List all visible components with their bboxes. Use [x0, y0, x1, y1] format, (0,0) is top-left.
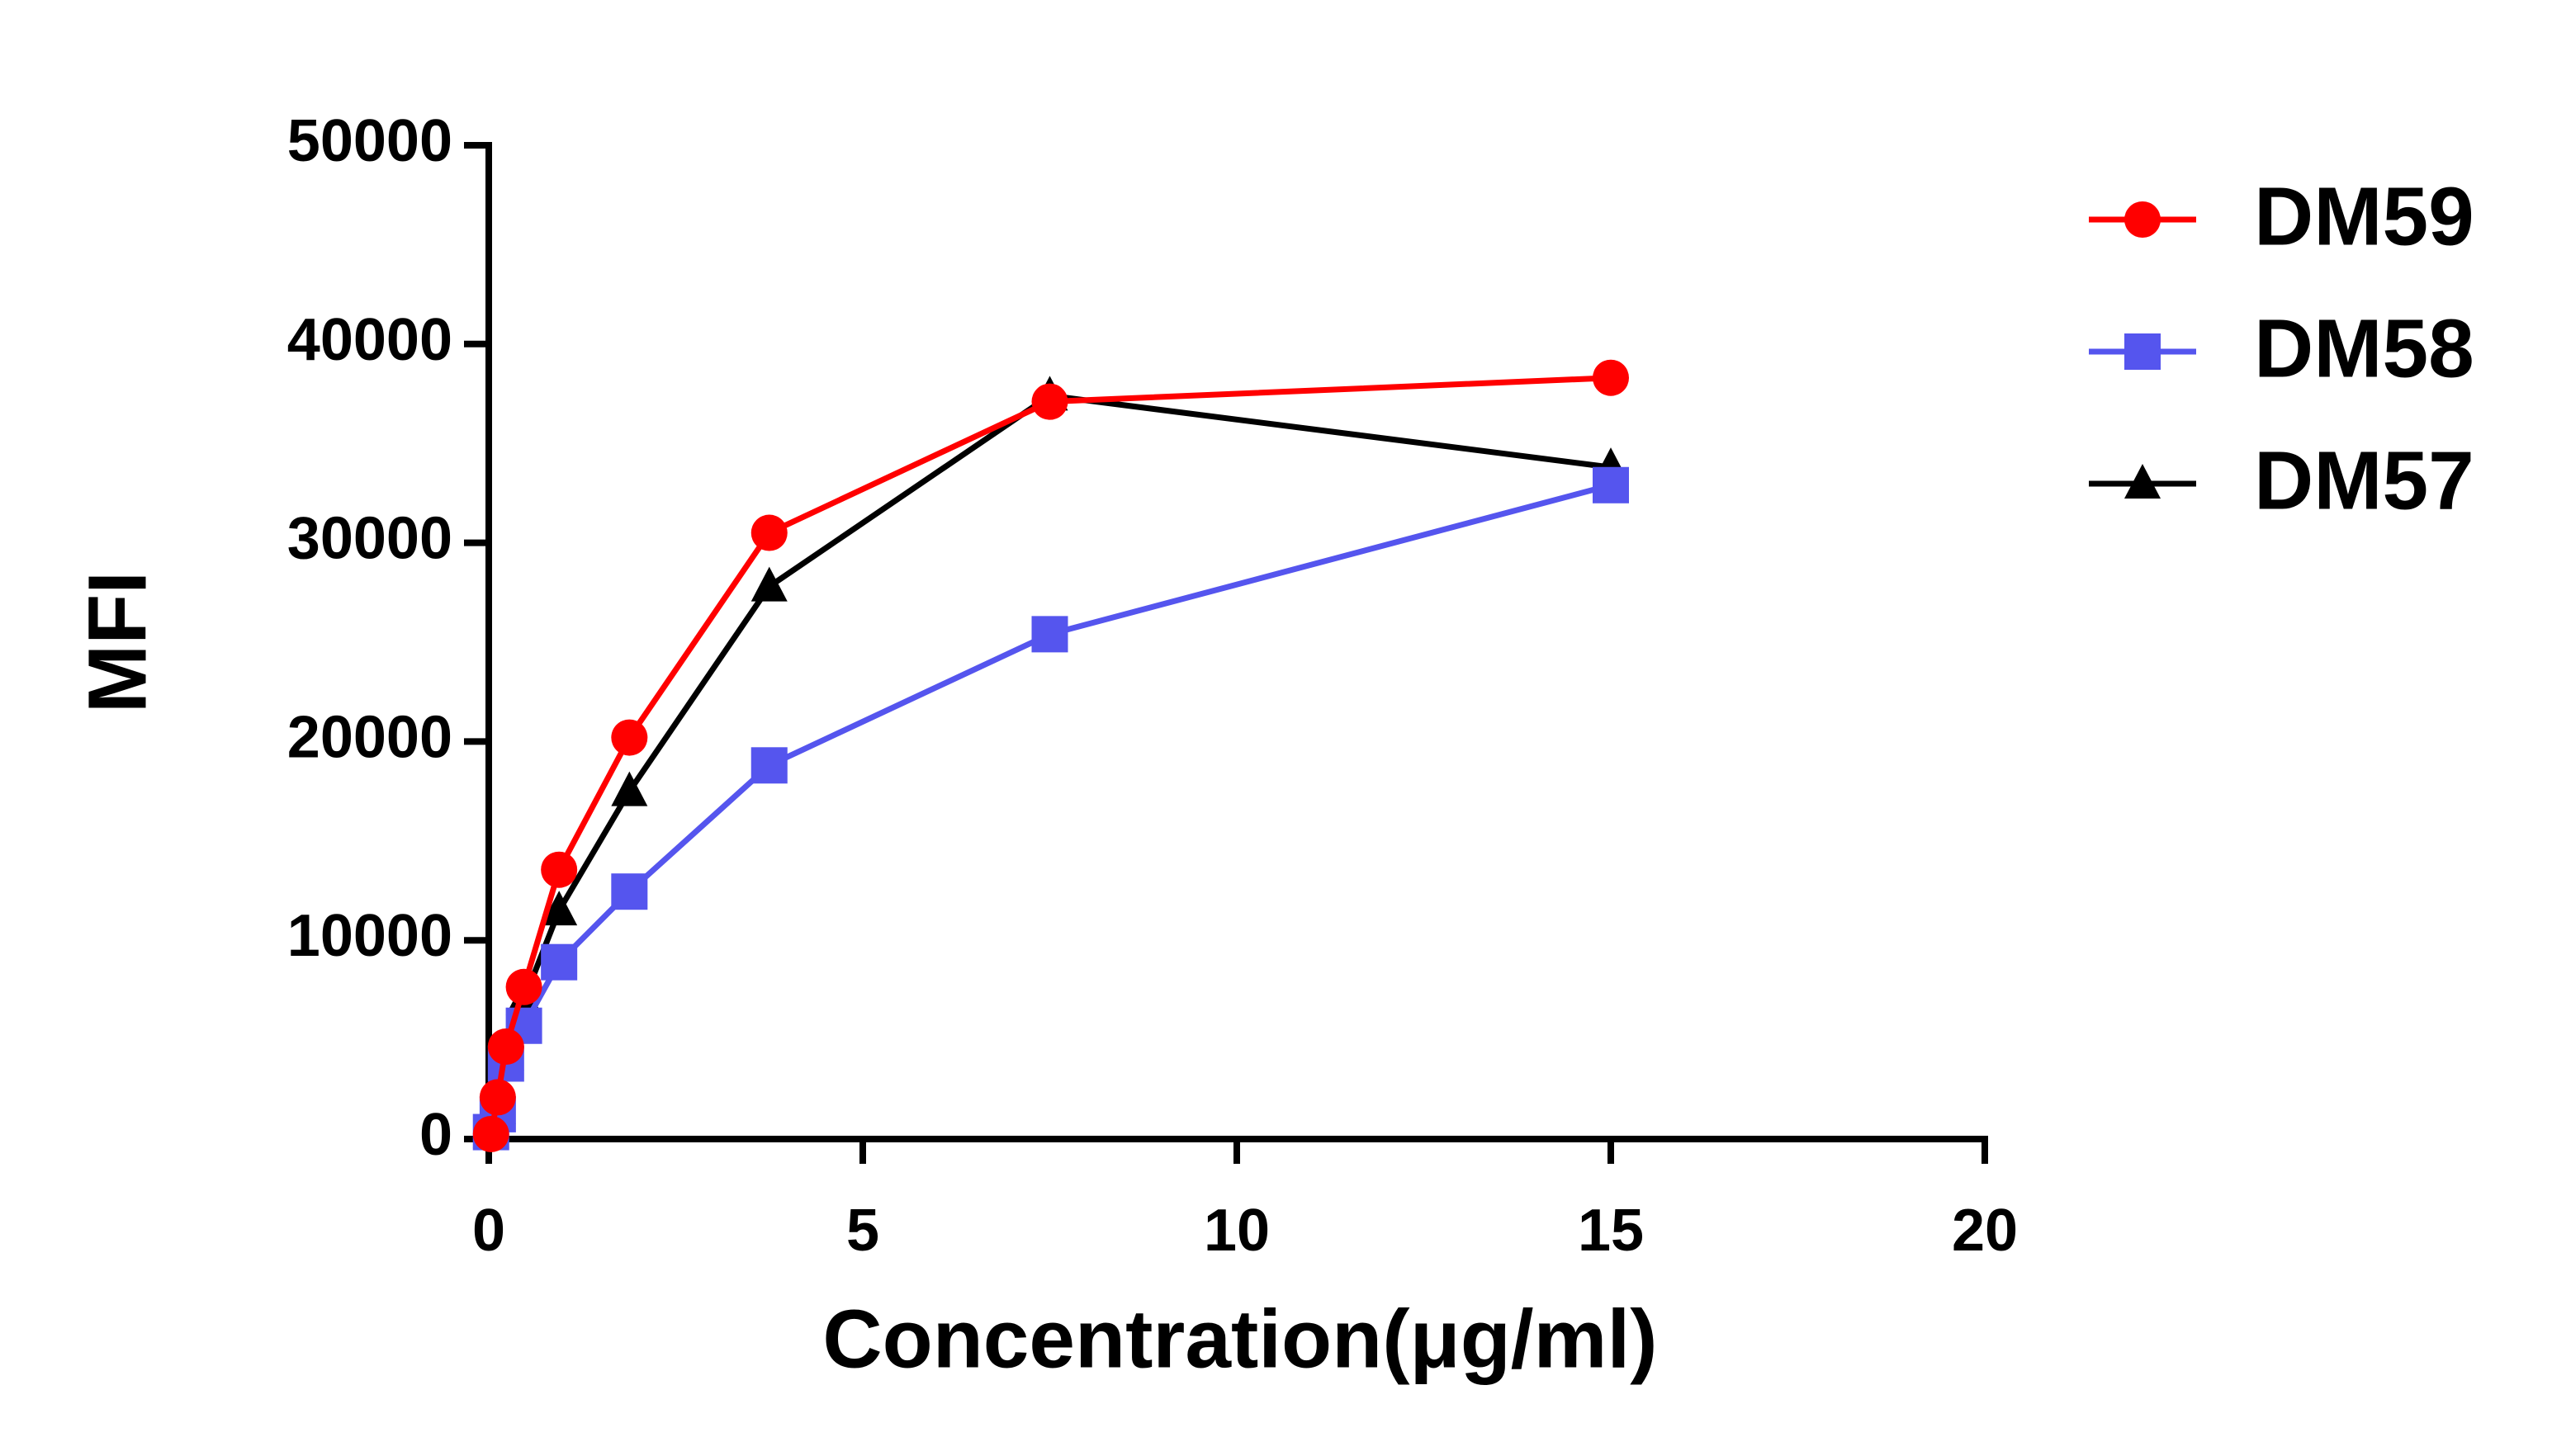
y-axis-label: MFI — [71, 571, 163, 713]
legend-label: DM57 — [2254, 434, 2474, 527]
x-tick-label: 5 — [846, 1198, 879, 1264]
point — [1593, 359, 1629, 396]
point — [487, 1028, 524, 1066]
point — [2124, 333, 2161, 370]
y-tick-label: 50000 — [287, 108, 452, 174]
series-line — [488, 392, 1612, 1134]
point — [541, 943, 578, 981]
x-tick-label: 20 — [1952, 1198, 2018, 1264]
y-tick-label: 20000 — [287, 704, 452, 770]
point — [1031, 616, 1068, 653]
x-axis-label: Concentration(μg/ml) — [822, 1293, 1657, 1385]
legend-label: DM58 — [2254, 302, 2474, 395]
point — [611, 719, 648, 756]
point — [541, 851, 578, 888]
point — [750, 747, 788, 784]
point — [1593, 466, 1629, 503]
point — [750, 514, 788, 551]
x-tick-label: 15 — [1578, 1198, 1644, 1264]
point — [2124, 201, 2161, 238]
point — [541, 891, 578, 926]
series-line — [488, 375, 1612, 1135]
point — [1031, 383, 1068, 420]
series-line — [488, 482, 1612, 1133]
point — [750, 566, 788, 602]
x-tick-label: 0 — [472, 1198, 505, 1264]
x-tick-label: 10 — [1204, 1198, 1270, 1264]
legend-label: DM59 — [2254, 170, 2474, 262]
point — [472, 1115, 509, 1152]
y-tick-label: 40000 — [287, 307, 452, 373]
point — [479, 1079, 516, 1116]
point — [611, 873, 648, 910]
y-tick-label: 10000 — [287, 903, 452, 969]
point — [505, 968, 542, 1005]
point — [2124, 464, 2161, 499]
y-tick-label: 0 — [419, 1102, 452, 1168]
point — [611, 771, 648, 806]
y-tick-label: 30000 — [287, 506, 452, 572]
